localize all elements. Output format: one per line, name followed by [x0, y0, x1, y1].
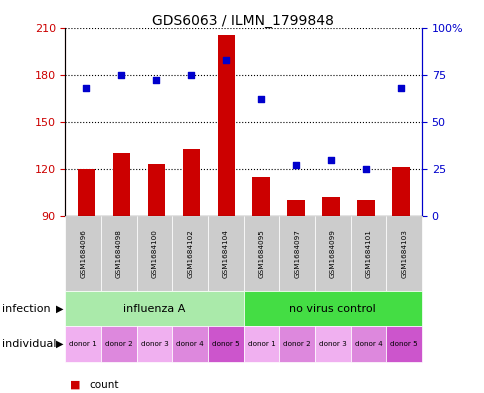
Text: influenza A: influenza A: [123, 303, 185, 314]
Text: ■: ■: [70, 380, 81, 390]
Text: GSM1684098: GSM1684098: [116, 229, 121, 278]
Text: donor 1: donor 1: [247, 341, 275, 347]
Text: donor 3: donor 3: [140, 341, 168, 347]
Bar: [112, 153, 130, 216]
Text: GDS6063 / ILMN_1799848: GDS6063 / ILMN_1799848: [151, 14, 333, 28]
Bar: [182, 149, 199, 216]
Text: donor 5: donor 5: [212, 341, 239, 347]
Point: [362, 166, 369, 172]
Text: GSM1684102: GSM1684102: [187, 229, 193, 278]
Text: GSM1684100: GSM1684100: [151, 229, 157, 278]
Text: donor 2: donor 2: [283, 341, 310, 347]
Point: [152, 77, 160, 83]
Text: GSM1684103: GSM1684103: [400, 229, 406, 278]
Text: donor 3: donor 3: [318, 341, 346, 347]
Bar: [252, 177, 270, 216]
Bar: [357, 200, 374, 216]
Text: donor 1: donor 1: [69, 341, 97, 347]
Bar: [77, 169, 95, 216]
Text: GSM1684097: GSM1684097: [294, 229, 300, 278]
Point: [257, 96, 265, 102]
Point: [187, 72, 195, 78]
Point: [327, 156, 334, 163]
Text: GSM1684099: GSM1684099: [329, 229, 335, 278]
Text: ▶: ▶: [56, 303, 63, 314]
Point: [396, 85, 404, 91]
Point: [82, 85, 90, 91]
Text: donor 4: donor 4: [176, 341, 204, 347]
Text: GSM1684101: GSM1684101: [365, 229, 371, 278]
Bar: [147, 164, 165, 216]
Point: [292, 162, 300, 168]
Text: GSM1684095: GSM1684095: [258, 229, 264, 278]
Bar: [217, 35, 234, 216]
Bar: [287, 200, 304, 216]
Text: individual: individual: [2, 339, 57, 349]
Text: donor 2: donor 2: [105, 341, 133, 347]
Text: donor 4: donor 4: [354, 341, 381, 347]
Text: ▶: ▶: [56, 339, 63, 349]
Text: GSM1684104: GSM1684104: [223, 229, 228, 278]
Text: count: count: [90, 380, 119, 390]
Text: donor 5: donor 5: [390, 341, 417, 347]
Text: GSM1684096: GSM1684096: [80, 229, 86, 278]
Bar: [392, 167, 409, 216]
Point: [117, 72, 125, 78]
Point: [222, 57, 229, 63]
Bar: [322, 197, 339, 216]
Text: infection: infection: [2, 303, 51, 314]
Text: no virus control: no virus control: [289, 303, 376, 314]
